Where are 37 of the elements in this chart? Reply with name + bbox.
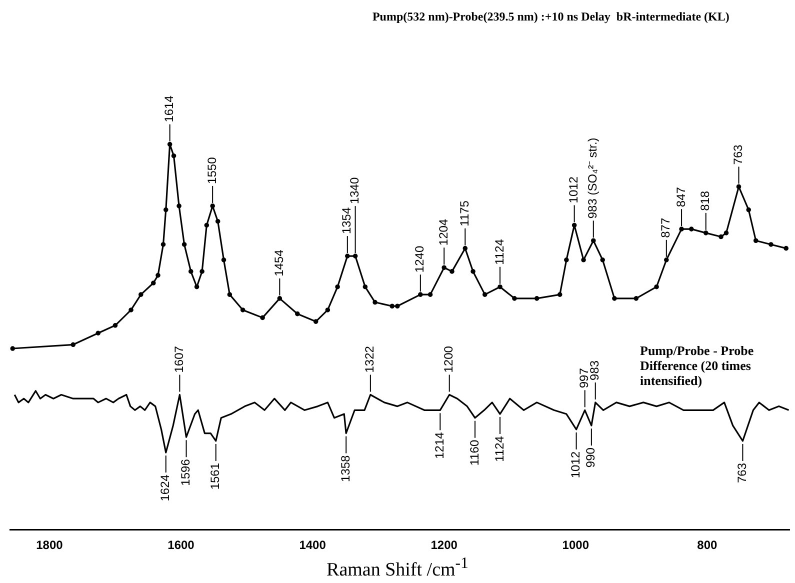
chart-title: Pump(532 nm)-Probe(239.5 nm) :+10 ns Delay bR-intermediate (KL) (372, 10, 730, 24)
annotation: 1200 (442, 346, 456, 373)
annotation: 1624 (158, 474, 172, 502)
annotation: 1596 (178, 458, 193, 486)
annotation: 763 (731, 144, 746, 165)
series-label: Pump/Probe - Probe Difference (20 times intensified) (640, 343, 755, 388)
annotation: 1607 (172, 346, 186, 373)
annotation: 1614 (162, 95, 176, 122)
annotation: 847 (674, 186, 688, 208)
annotation: 1214 (432, 432, 446, 459)
x-tick-label: 1000 (562, 538, 590, 552)
annotation: 1175 (457, 200, 472, 226)
annotation: 1160 (467, 440, 482, 466)
annotation: 1204 (436, 218, 450, 246)
annotation: 1012 (566, 176, 581, 204)
annotation: 1561 (208, 462, 222, 490)
x-axis-title: Raman Shift /cm$^{-1}$ (326, 555, 470, 582)
annotation: 990 (584, 447, 598, 468)
annotation: 1322 (362, 346, 377, 373)
annotation: 1354 (340, 207, 354, 234)
annotation: 1358 (338, 454, 352, 482)
annotation: 1340 (348, 177, 362, 204)
x-tick-label: 1800 (36, 538, 64, 552)
annotation: 1124 (492, 436, 506, 462)
annotation: 983 (SO₄²⁻ str.) (586, 138, 600, 219)
x-tick-label: 1200 (430, 538, 458, 552)
annotation: 877 (658, 218, 673, 238)
x-tick-label: 1600 (168, 538, 195, 552)
annotation: 818 (698, 190, 712, 211)
annotation: 1454 (272, 249, 286, 276)
x-tick-label: 800 (697, 538, 718, 552)
annotation: 1550 (204, 156, 219, 184)
annotation: 763 (735, 462, 750, 484)
annotation: 1124 (492, 238, 506, 265)
x-tick-label: 1400 (299, 538, 326, 552)
annotation: 1240 (412, 246, 427, 273)
annotation: 1012 (568, 451, 583, 478)
